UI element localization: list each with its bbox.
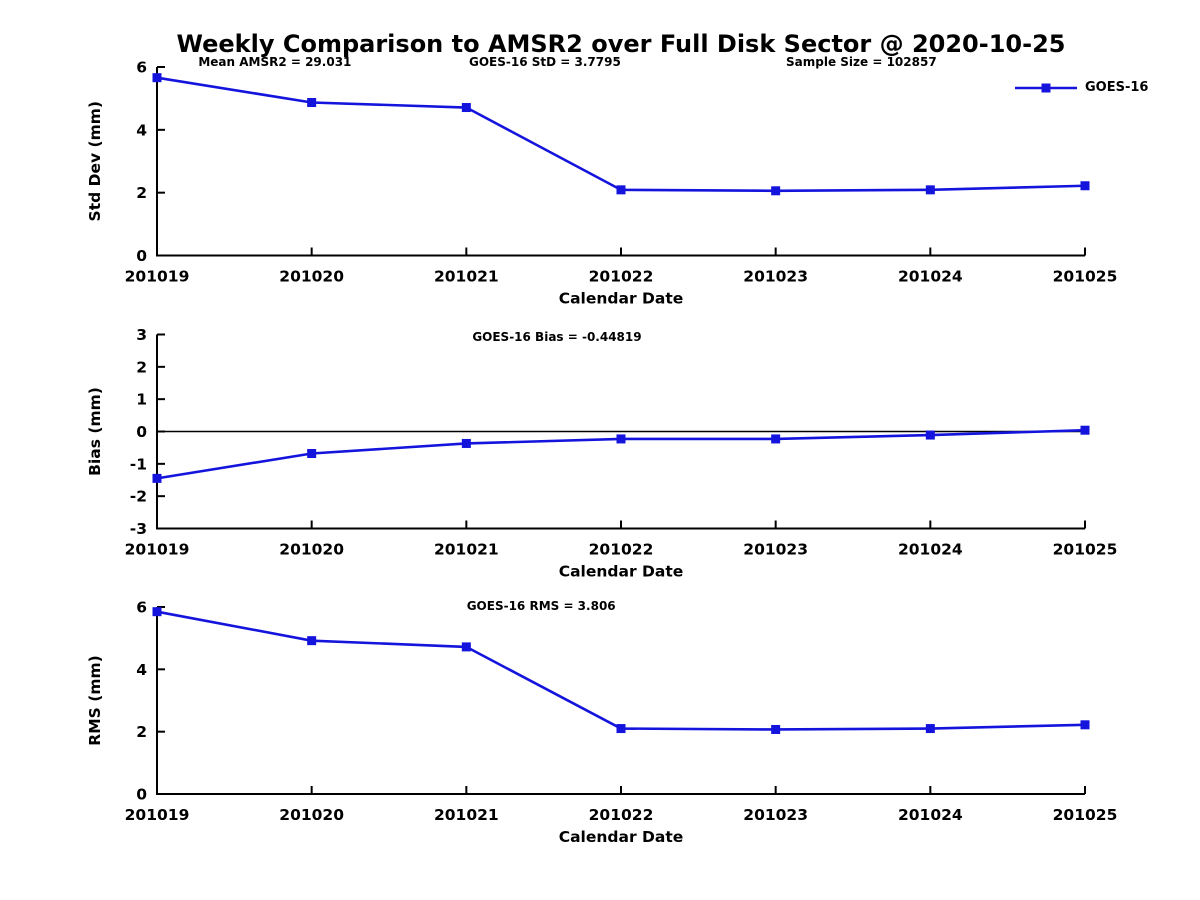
y-tick-label: -3 [130, 520, 147, 538]
data-point-marker [461, 438, 471, 448]
y-tick-label: -1 [130, 455, 147, 473]
y-tick-label: 4 [136, 121, 147, 139]
x-tick-label: 201022 [589, 806, 654, 824]
legend: GOES-16 [1014, 80, 1148, 95]
x-tick-label: 201025 [1053, 268, 1118, 286]
y-tick-label: 2 [136, 723, 147, 741]
data-point-marker [307, 448, 317, 458]
x-tick-label: 201021 [434, 806, 499, 824]
annotation: Sample Size = 102857 [786, 55, 937, 69]
data-point-marker [461, 103, 471, 113]
legend-square-marker-icon [1041, 83, 1051, 92]
x-axis-label: Calendar Date [559, 563, 684, 581]
axis-spines [156, 67, 1085, 257]
x-tick-label: 201024 [898, 268, 963, 286]
data-point-marker [307, 636, 317, 646]
x-tick-label: 201022 [589, 541, 654, 559]
data-point-marker [461, 642, 471, 652]
data-point-marker [771, 186, 781, 196]
y-tick-label: 2 [136, 184, 147, 202]
y-tick-label: 4 [136, 661, 147, 679]
subplot-bias: 3 2 1 0 -1 -2 -3 201019 201020 201021 201022 201023… [86, 326, 1117, 581]
y-axis-label: Bias (mm) [86, 387, 104, 476]
x-axis-label: Calendar Date [559, 290, 684, 308]
x-tick-label: 201020 [279, 806, 344, 824]
x-tick-label: 201019 [125, 541, 190, 559]
data-point-marker [1080, 181, 1090, 191]
data-point-marker [616, 724, 626, 734]
annotation: GOES-16 StD = 3.7795 [469, 55, 621, 69]
subplot-rms: 0 2 4 6 201019 201020 201021 201022 201023 201024… [86, 599, 1117, 847]
data-point-marker [771, 434, 781, 444]
annotation: GOES-16 RMS = 3.806 [467, 599, 616, 613]
y-tick-label: -2 [130, 488, 147, 506]
y-tick-label: 6 [136, 59, 147, 77]
y-tick-label: 6 [136, 599, 147, 617]
x-tick-label: 201024 [898, 806, 963, 824]
x-tick-label: 201021 [434, 268, 499, 286]
x-axis-label: Calendar Date [559, 828, 684, 846]
x-tick-label: 201020 [279, 268, 344, 286]
subplot-std-dev: 0 2 4 6 201019 201020 201021 201022 201023 201024… [86, 55, 1117, 308]
x-tick-label: 201020 [279, 541, 344, 559]
data-point-marker [152, 607, 162, 617]
data-point-marker [616, 185, 626, 195]
x-tick-label: 201025 [1053, 806, 1118, 824]
data-point-marker [152, 473, 162, 483]
y-tick-label: 3 [136, 326, 147, 344]
x-tick-label: 201024 [898, 541, 963, 559]
y-tick-label: 0 [136, 786, 147, 804]
x-tick-label: 201025 [1053, 541, 1118, 559]
y-tick-label: 1 [136, 391, 147, 409]
x-tick-label: 201019 [125, 806, 190, 824]
data-point-marker [1080, 425, 1090, 435]
y-tick-label: 0 [136, 423, 147, 441]
x-tick-label: 201022 [589, 268, 654, 286]
figure-title: Weekly Comparison to AMSR2 over Full Dis… [176, 30, 1066, 58]
data-point-marker [925, 724, 935, 734]
x-tick-label: 201023 [743, 268, 808, 286]
annotation: Mean AMSR2 = 29.031 [198, 55, 351, 69]
data-point-marker [307, 98, 317, 108]
x-tick-label: 201021 [434, 541, 499, 559]
y-axis-label: RMS (mm) [86, 655, 104, 745]
legend-line-swatch [1015, 83, 1077, 92]
x-tick-label: 201023 [743, 806, 808, 824]
y-tick-label: 0 [136, 247, 147, 265]
data-point-marker [771, 724, 781, 734]
legend-series-label: GOES-16 [1085, 80, 1149, 95]
x-tick-label: 201023 [743, 541, 808, 559]
data-point-marker [152, 73, 162, 83]
series-line-goes-16 [156, 610, 1086, 731]
y-axis-label: Std Dev (mm) [86, 101, 104, 221]
data-point-marker [1080, 720, 1090, 730]
data-point-marker [925, 430, 935, 440]
data-point-marker [616, 434, 626, 444]
annotation: GOES-16 Bias = -0.44819 [472, 330, 641, 344]
y-tick-label: 2 [136, 358, 147, 376]
x-tick-label: 201019 [125, 268, 190, 286]
series-line-goes-16 [156, 76, 1086, 193]
axis-spines [156, 607, 1085, 795]
data-point-marker [925, 185, 935, 195]
